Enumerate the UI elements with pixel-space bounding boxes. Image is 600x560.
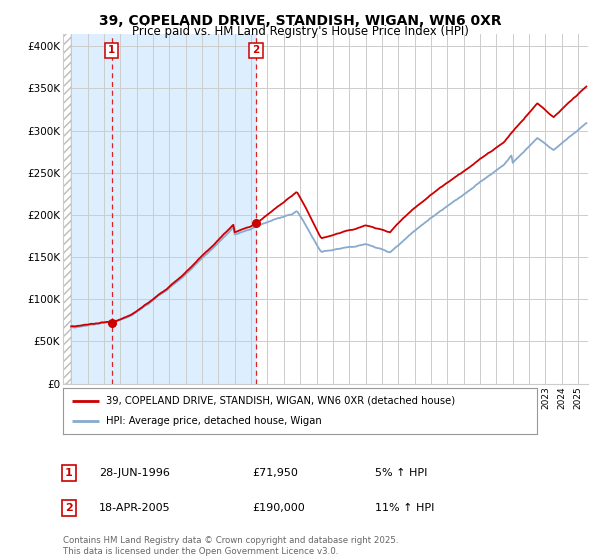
Text: £190,000: £190,000: [252, 503, 305, 513]
Text: 18-APR-2005: 18-APR-2005: [99, 503, 170, 513]
Bar: [63, 34, 256, 384]
Text: 2: 2: [65, 503, 73, 513]
Text: 39, COPELAND DRIVE, STANDISH, WIGAN, WN6 0XR: 39, COPELAND DRIVE, STANDISH, WIGAN, WN6…: [98, 14, 502, 28]
Text: 2: 2: [253, 45, 260, 55]
Text: 1: 1: [65, 468, 73, 478]
Text: HPI: Average price, detached house, Wigan: HPI: Average price, detached house, Wiga…: [106, 416, 322, 426]
Text: Price paid vs. HM Land Registry's House Price Index (HPI): Price paid vs. HM Land Registry's House …: [131, 25, 469, 38]
Text: 5% ↑ HPI: 5% ↑ HPI: [375, 468, 427, 478]
Text: £71,950: £71,950: [252, 468, 298, 478]
Text: 1: 1: [108, 45, 116, 55]
Text: 39, COPELAND DRIVE, STANDISH, WIGAN, WN6 0XR (detached house): 39, COPELAND DRIVE, STANDISH, WIGAN, WN6…: [106, 396, 455, 406]
Text: 11% ↑ HPI: 11% ↑ HPI: [375, 503, 434, 513]
Text: 28-JUN-1996: 28-JUN-1996: [99, 468, 170, 478]
Text: Contains HM Land Registry data © Crown copyright and database right 2025.
This d: Contains HM Land Registry data © Crown c…: [63, 536, 398, 556]
